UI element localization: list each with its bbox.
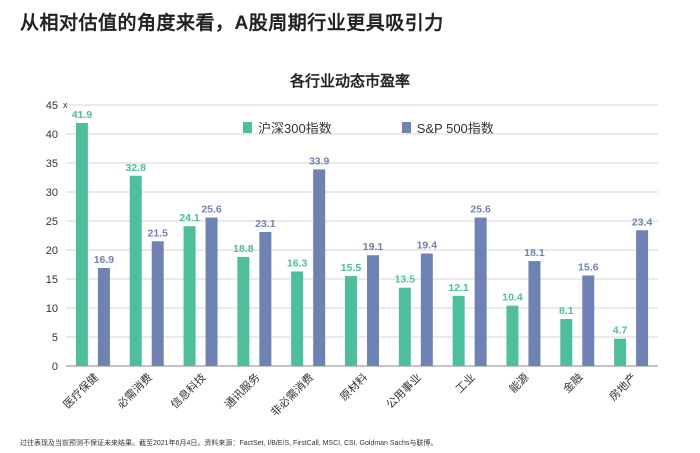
bar-sp500 [636, 230, 649, 366]
bar-sp500 [528, 261, 541, 366]
bar-csi300 [183, 226, 196, 366]
data-label: 12.1 [448, 282, 469, 294]
x-tick-label: 金融 [560, 370, 585, 395]
y-tick-label: 15 [46, 274, 58, 286]
legend-label-sp500: S&P 500指数 [416, 121, 494, 136]
data-label: 23.4 [632, 216, 653, 228]
y-tick-label: 35 [46, 158, 58, 170]
y-unit-marker: x [63, 100, 68, 110]
bar-csi300 [560, 319, 573, 366]
x-tick-label: 原材料 [337, 370, 370, 403]
x-tick-label: 通讯服务 [222, 371, 262, 411]
bar-sp500 [474, 217, 487, 366]
bar-csi300 [398, 287, 411, 366]
slide-title: 从相对估值的角度来看，A股周期行业更具吸引力 [20, 13, 444, 34]
data-label: 25.6 [201, 204, 222, 216]
y-tick-label: 40 [46, 129, 58, 141]
legend-label-csi300: 沪深300指数 [258, 121, 332, 136]
legend-item-sp500: S&P 500指数 [401, 118, 494, 137]
legend-swatch-csi300 [243, 122, 252, 133]
bar-csi300 [129, 175, 142, 366]
bar-sp500 [367, 255, 379, 366]
x-tick-label: 信息科技 [168, 370, 209, 411]
bar-sp500 [97, 267, 110, 366]
bar-sp500 [205, 217, 218, 366]
bar-csi300 [452, 295, 465, 366]
data-label: 24.1 [179, 212, 200, 224]
data-label: 41.9 [72, 109, 93, 121]
bar-sp500 [420, 253, 433, 366]
data-label: 32.8 [126, 162, 147, 174]
bar-csi300 [506, 305, 519, 366]
data-label: 23.1 [255, 218, 276, 230]
y-tick-label: 45 [46, 100, 58, 112]
data-label: 10.4 [502, 292, 523, 304]
footnote: 过往表现及当前预测不保证未来结果。截至2021年6月4日。资料来源：FactSe… [20, 440, 438, 447]
y-tick-label: 20 [46, 245, 58, 257]
chart-title: 各行业动态市盈率 [289, 73, 410, 90]
x-tick-label: 必需消费 [114, 370, 155, 411]
data-label: 33.9 [309, 155, 330, 167]
data-label: 4.7 [613, 325, 628, 337]
y-tick-label: 30 [46, 187, 58, 199]
x-tick-label: 公用事业 [384, 371, 424, 411]
data-label: 8.1 [559, 305, 574, 317]
data-label: 15.6 [578, 262, 599, 274]
data-label: 18.1 [524, 247, 545, 259]
x-tick-label: 工业 [453, 371, 478, 396]
data-label: 25.6 [470, 204, 491, 216]
data-label: 21.5 [148, 227, 169, 239]
y-tick-label: 5 [52, 332, 58, 344]
x-tick-label: 能源 [506, 370, 531, 395]
data-label: 15.5 [341, 262, 362, 274]
data-label: 19.4 [417, 239, 438, 251]
y-tick-label: 25 [46, 216, 58, 228]
data-label: 16.3 [287, 257, 308, 269]
bar-sp500 [151, 241, 164, 366]
x-tick-label: 非必需消费 [268, 370, 317, 419]
bar-csi300 [614, 338, 627, 366]
bar-csi300 [291, 271, 304, 366]
legend: 沪深300指数 S&P 500指数 [243, 118, 494, 137]
y-tick-label: 0 [52, 361, 58, 373]
y-tick-label: 10 [46, 303, 58, 315]
x-tick-label: 房地产 [606, 370, 639, 403]
legend-item-csi300: 沪深300指数 [243, 118, 332, 137]
data-label: 18.8 [233, 243, 254, 255]
data-label: 13.5 [395, 274, 416, 286]
bar-sp500 [582, 275, 595, 366]
data-label: 16.9 [94, 254, 115, 266]
bar-csi300 [75, 122, 88, 366]
bar-sp500 [259, 232, 272, 366]
bar-csi300 [237, 256, 250, 366]
legend-swatch-sp500 [401, 122, 411, 133]
x-tick-label: 医疗保健 [60, 370, 101, 411]
bar-csi300 [345, 276, 357, 366]
bar-sp500 [313, 169, 326, 366]
data-label: 19.1 [363, 241, 384, 253]
